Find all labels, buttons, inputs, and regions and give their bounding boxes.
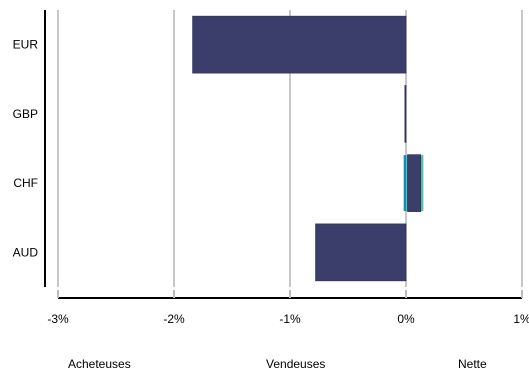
bar-nette-gbp — [404, 85, 407, 143]
bar-nette-chf — [407, 154, 422, 212]
x-tick-label-2: -1% — [279, 312, 301, 326]
category-labels: EUR GBP CHF AUD — [13, 38, 39, 260]
x-tick-label-0: -3% — [47, 312, 69, 326]
x-tick-labels: -3% -2% -1% 0% 1% — [47, 312, 529, 326]
bar-nette-eur — [192, 15, 407, 74]
x-ticks — [57, 290, 523, 298]
bars — [192, 15, 424, 282]
category-label-eur: EUR — [13, 38, 39, 52]
bar-acheteuses-chf — [403, 155, 406, 212]
category-label-chf: CHF — [13, 176, 38, 190]
legend-item-vendeuses: Vendeuses — [266, 357, 326, 371]
category-label-aud: AUD — [13, 245, 39, 259]
legend-item-nette: Nette — [458, 357, 487, 371]
category-label-gbp: GBP — [13, 107, 38, 121]
x-tick-label-3: 0% — [397, 312, 415, 326]
x-tick-label-1: -2% — [163, 312, 185, 326]
x-tick-label-4: 1% — [513, 312, 529, 326]
legend-item-acheteuses: Acheteuses — [68, 357, 131, 371]
bar-nette-aud — [315, 223, 407, 282]
